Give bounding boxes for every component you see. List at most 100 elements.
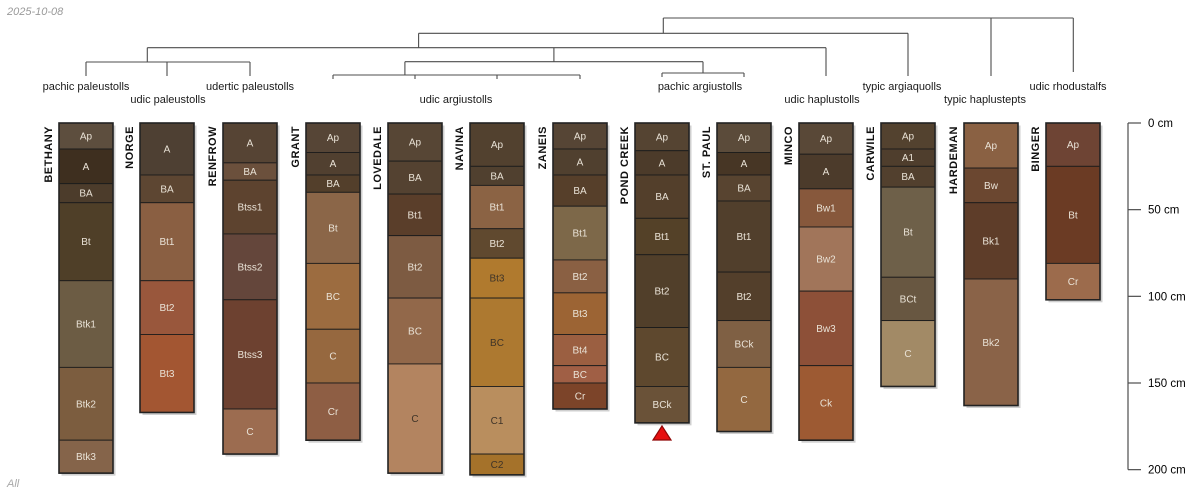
horizon-label: Ap [738,133,751,144]
depth-tick-label: 100 cm [1148,291,1186,303]
horizon-label: Ap [80,131,93,142]
horizon-rect [222,233,278,301]
horizon-label: C [904,349,911,360]
horizon-label: BA [490,171,504,182]
depth-tick-label: 150 cm [1148,378,1186,390]
horizon-label: Ck [820,398,833,409]
horizon-label: BC [408,326,422,337]
horizon-label: C [411,414,418,425]
horizon-label: Bk1 [982,236,1000,247]
horizon-rect [469,386,525,455]
horizon-rect [552,259,608,294]
horizon-label: BA [79,189,93,200]
horizon-label: Ap [1067,140,1080,151]
horizon-label: Ap [902,131,915,142]
taxonomy-label: udic haplustolls [784,94,860,106]
horizon-label: Bt3 [489,274,504,285]
horizon-label: BA [573,186,587,197]
column-outline [880,122,936,388]
horizon-rect [634,122,690,152]
depth-tick-label: 200 cm [1148,465,1186,477]
horizon-label: C [329,352,336,363]
horizon-label: A [659,158,666,169]
column-outline [305,122,361,441]
series-label: BETHANY [43,126,55,183]
horizon-rect [58,439,114,474]
horizon-label: A [741,159,748,170]
horizon-label: Bt4 [572,346,587,357]
horizon-label: BA [737,183,751,194]
series-label: BINGER [1030,126,1042,172]
horizon-label: Ap [574,131,587,142]
horizon-label: Bt [1068,210,1078,221]
horizon-label: Bt2 [572,272,587,283]
horizon-rect [139,280,195,335]
taxonomy-label: udertic paleustolls [206,81,295,93]
series-label: RENFROW [207,126,219,186]
series-label: NORGE [124,126,136,169]
horizon-label: Btss3 [237,350,262,361]
horizon-rect [469,184,525,230]
horizon-rect [139,334,195,413]
horizon-label: BA [901,172,915,183]
column-outline [634,122,690,424]
taxonomy-label: pachic paleustolls [43,81,130,93]
horizon-label: Bt2 [736,292,751,303]
horizon-label: Ap [656,132,669,143]
horizon-label: BC [490,338,504,349]
horizon-label: Ap [409,138,422,149]
horizon-label: BCk [653,400,673,411]
series-label: ZANEIS [537,126,549,169]
horizon-label: Btk1 [76,320,96,331]
horizon-label: Bt1 [654,232,669,243]
horizon-label: Bw3 [816,324,836,335]
horizon-label: Bt3 [159,369,174,380]
horizon-label: Btss1 [237,203,262,214]
series-label: NAVINA [454,126,466,170]
horizon-label: Bt [81,237,91,248]
horizon-label: A [164,144,171,155]
series-label: LOVEDALE [372,126,384,190]
horizon-label: C [740,395,747,406]
depth-tick-label: 50 cm [1148,205,1179,217]
horizon-label: BC [573,370,587,381]
series-label: ST. PAUL [701,126,713,178]
horizon-label: Bt2 [489,239,504,250]
horizon-label: Ap [820,134,833,145]
column-outline [798,122,854,441]
horizon-rect [634,254,690,328]
horizon-rect [552,122,608,150]
column-outline [58,122,114,474]
footer-label: All [7,478,20,490]
taxonomy-label: udic rhodustalfs [1029,81,1107,93]
horizon-rect [58,366,114,441]
horizon-label: Bt3 [572,309,587,320]
horizon-label: Btss2 [237,262,262,273]
horizon-label: Bt1 [159,237,174,248]
horizon-label: Bt1 [736,232,751,243]
horizon-label: BCt [900,294,917,305]
horizon-rect [963,167,1019,204]
horizon-rect [552,382,608,410]
horizon-label: Ap [985,141,998,152]
horizon-label: Cr [1068,277,1079,288]
taxonomy-label: typic argiaquolls [863,81,942,93]
column-outline [1045,122,1101,301]
horizon-rect [552,292,608,335]
horizon-label: A1 [902,153,915,164]
horizon-label: Bt [328,223,338,234]
series-label: MINCO [783,126,795,165]
horizon-label: Btk3 [76,452,96,463]
horizon-rect [716,200,772,273]
horizon-label: Ap [491,140,504,151]
taxonomy-label: pachic argiustolls [658,81,743,93]
horizon-label: BCk [735,339,755,350]
horizon-label: C1 [491,416,504,427]
horizon-label: Bt1 [407,210,422,221]
horizon-label: BC [655,352,669,363]
horizon-label: Bt1 [489,203,504,214]
horizon-label: Cr [575,391,586,402]
plot-date: 2025-10-08 [7,6,64,18]
column-outline [139,122,195,414]
